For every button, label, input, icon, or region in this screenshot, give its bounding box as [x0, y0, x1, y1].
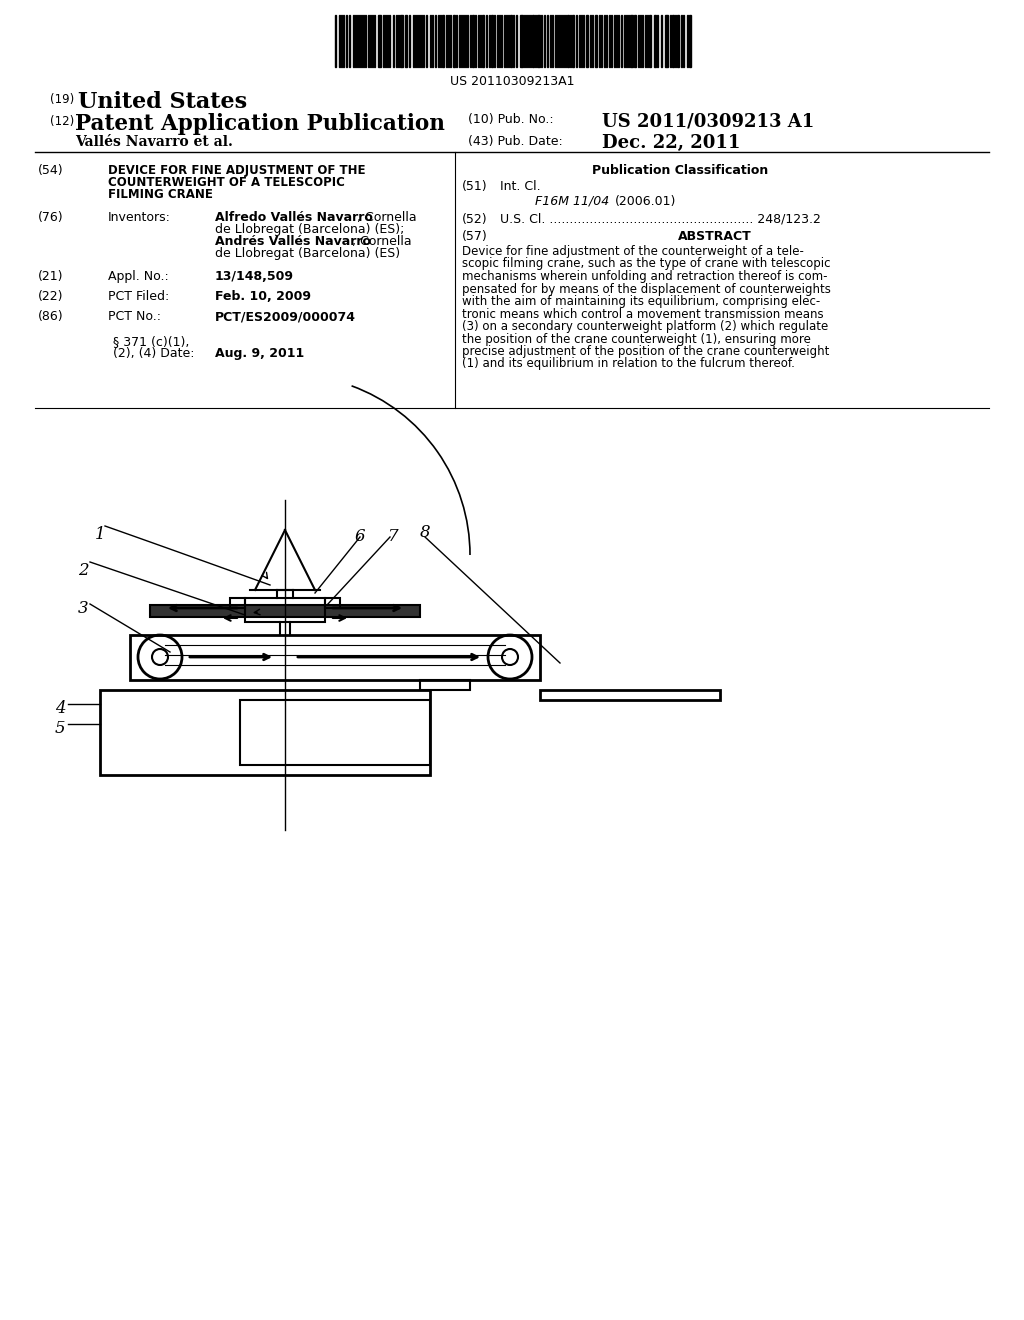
Bar [378, 15, 381, 67]
Text: United States: United States [78, 91, 247, 114]
Text: (19): (19) [50, 92, 75, 106]
Text: the position of the crane counterweight (1), ensuring more: the position of the crane counterweight … [462, 333, 811, 346]
Text: (43) Pub. Date:: (43) Pub. Date: [468, 135, 563, 148]
Bar [567, 15, 569, 67]
Bar [586, 15, 588, 67]
Bar [245, 598, 325, 622]
Text: (10) Pub. No.:: (10) Pub. No.: [468, 114, 554, 125]
Text: 5: 5 [55, 719, 66, 737]
Text: (2006.01): (2006.01) [615, 195, 677, 209]
Bar [100, 690, 430, 775]
Text: (2), (4) Date:: (2), (4) Date: [113, 347, 195, 360]
Bar [537, 15, 540, 67]
Text: Feb. 10, 2009: Feb. 10, 2009 [215, 290, 311, 304]
Bar [482, 15, 484, 67]
Text: with the aim of maintaining its equilibrium, comprising elec-: with the aim of maintaining its equilibr… [462, 294, 820, 308]
Bar [325, 598, 340, 609]
Text: F16M 11/04: F16M 11/04 [535, 195, 609, 209]
Text: pensated for by means of the displacement of counterweights: pensated for by means of the displacemen… [462, 282, 830, 296]
Text: U.S. Cl. ................................................... 248/123.2: U.S. Cl. ...............................… [500, 213, 821, 226]
Text: (3) on a secondary counterweight platform (2) which regulate: (3) on a secondary counterweight platfor… [462, 319, 828, 333]
Text: 2: 2 [78, 562, 89, 579]
Text: precise adjustment of the position of the crane counterweight: precise adjustment of the position of th… [462, 345, 829, 358]
Bar [532, 15, 534, 67]
Bar [520, 15, 523, 67]
Text: US 2011/0309213 A1: US 2011/0309213 A1 [602, 112, 814, 129]
Bar [572, 15, 574, 67]
Text: (22): (22) [38, 290, 63, 304]
Text: PCT No.:: PCT No.: [108, 310, 161, 323]
Text: Alfredo Vallés Navarro: Alfredo Vallés Navarro [215, 211, 373, 224]
Text: Publication Classification: Publication Classification [592, 164, 768, 177]
Text: (21): (21) [38, 271, 63, 282]
Text: , Cornella: , Cornella [352, 235, 412, 248]
Text: 3: 3 [78, 601, 89, 616]
Bar [649, 15, 651, 67]
Bar [510, 15, 512, 67]
Text: , Cornella: , Cornella [357, 211, 417, 224]
Text: Vallés Navarro et al.: Vallés Navarro et al. [75, 135, 232, 149]
Bar [672, 15, 674, 67]
Text: ABSTRACT: ABSTRACT [678, 230, 752, 243]
Text: 7: 7 [388, 528, 398, 545]
Text: (54): (54) [38, 164, 63, 177]
Text: (86): (86) [38, 310, 63, 323]
Bar [240, 700, 430, 766]
Text: (1) and its equilibrium in relation to the fulcrum thereof.: (1) and its equilibrium in relation to t… [462, 358, 795, 371]
Text: Aug. 9, 2011: Aug. 9, 2011 [215, 347, 304, 360]
Text: 13/148,509: 13/148,509 [215, 271, 294, 282]
Text: PCT Filed:: PCT Filed: [108, 290, 169, 304]
Text: Patent Application Publication: Patent Application Publication [75, 114, 444, 135]
Text: (57): (57) [462, 230, 487, 243]
Text: Andrés Vallés Navarro: Andrés Vallés Navarro [215, 235, 371, 248]
Bar [677, 15, 679, 67]
Text: 8: 8 [420, 524, 431, 541]
Bar [634, 15, 636, 67]
Text: mechanisms wherein unfolding and retraction thereof is com-: mechanisms wherein unfolding and retract… [462, 271, 827, 282]
Bar [472, 15, 474, 67]
Text: tronic means which control a movement transmission means: tronic means which control a movement tr… [462, 308, 823, 321]
Text: Int. Cl.: Int. Cl. [500, 180, 541, 193]
Bar [442, 15, 444, 67]
Text: Device for fine adjustment of the counterweight of a tele-: Device for fine adjustment of the counte… [462, 246, 804, 257]
Bar [130, 635, 540, 680]
Text: FILMING CRANE: FILMING CRANE [108, 187, 213, 201]
Text: de Llobregat (Barcelona) (ES): de Llobregat (Barcelona) (ES) [215, 247, 400, 260]
Text: (52): (52) [462, 213, 487, 226]
Text: 4: 4 [55, 700, 66, 717]
Text: (12): (12) [50, 115, 75, 128]
Bar [406, 15, 407, 67]
Bar [595, 15, 597, 67]
Text: § 371 (c)(1),: § 371 (c)(1), [113, 335, 189, 348]
Text: de Llobregat (Barcelona) (ES);: de Llobregat (Barcelona) (ES); [215, 223, 404, 236]
Text: PCT/ES2009/000074: PCT/ES2009/000074 [215, 310, 356, 323]
Text: (51): (51) [462, 180, 487, 193]
Bar [689, 15, 691, 67]
Bar [400, 15, 403, 67]
Text: 1: 1 [95, 525, 105, 543]
Bar [453, 15, 455, 67]
Text: US 20110309213A1: US 20110309213A1 [450, 75, 574, 88]
Text: COUNTERWEIGHT OF A TELESCOPIC: COUNTERWEIGHT OF A TELESCOPIC [108, 176, 345, 189]
Text: 6: 6 [355, 528, 366, 545]
Bar [230, 598, 245, 609]
Text: DEVICE FOR FINE ADJUSTMENT OF THE: DEVICE FOR FINE ADJUSTMENT OF THE [108, 164, 366, 177]
Text: Appl. No.:: Appl. No.: [108, 271, 169, 282]
Bar [654, 15, 656, 67]
Text: Inventors:: Inventors: [108, 211, 171, 224]
Bar [665, 15, 668, 67]
Bar [490, 15, 493, 67]
Text: scopic filming crane, such as the type of crane with telescopic: scopic filming crane, such as the type o… [462, 257, 830, 271]
Text: Dec. 22, 2011: Dec. 22, 2011 [602, 135, 740, 152]
Bar [420, 680, 470, 690]
Bar [150, 605, 420, 616]
Bar [630, 15, 633, 67]
Bar [540, 690, 720, 700]
Text: (76): (76) [38, 211, 63, 224]
